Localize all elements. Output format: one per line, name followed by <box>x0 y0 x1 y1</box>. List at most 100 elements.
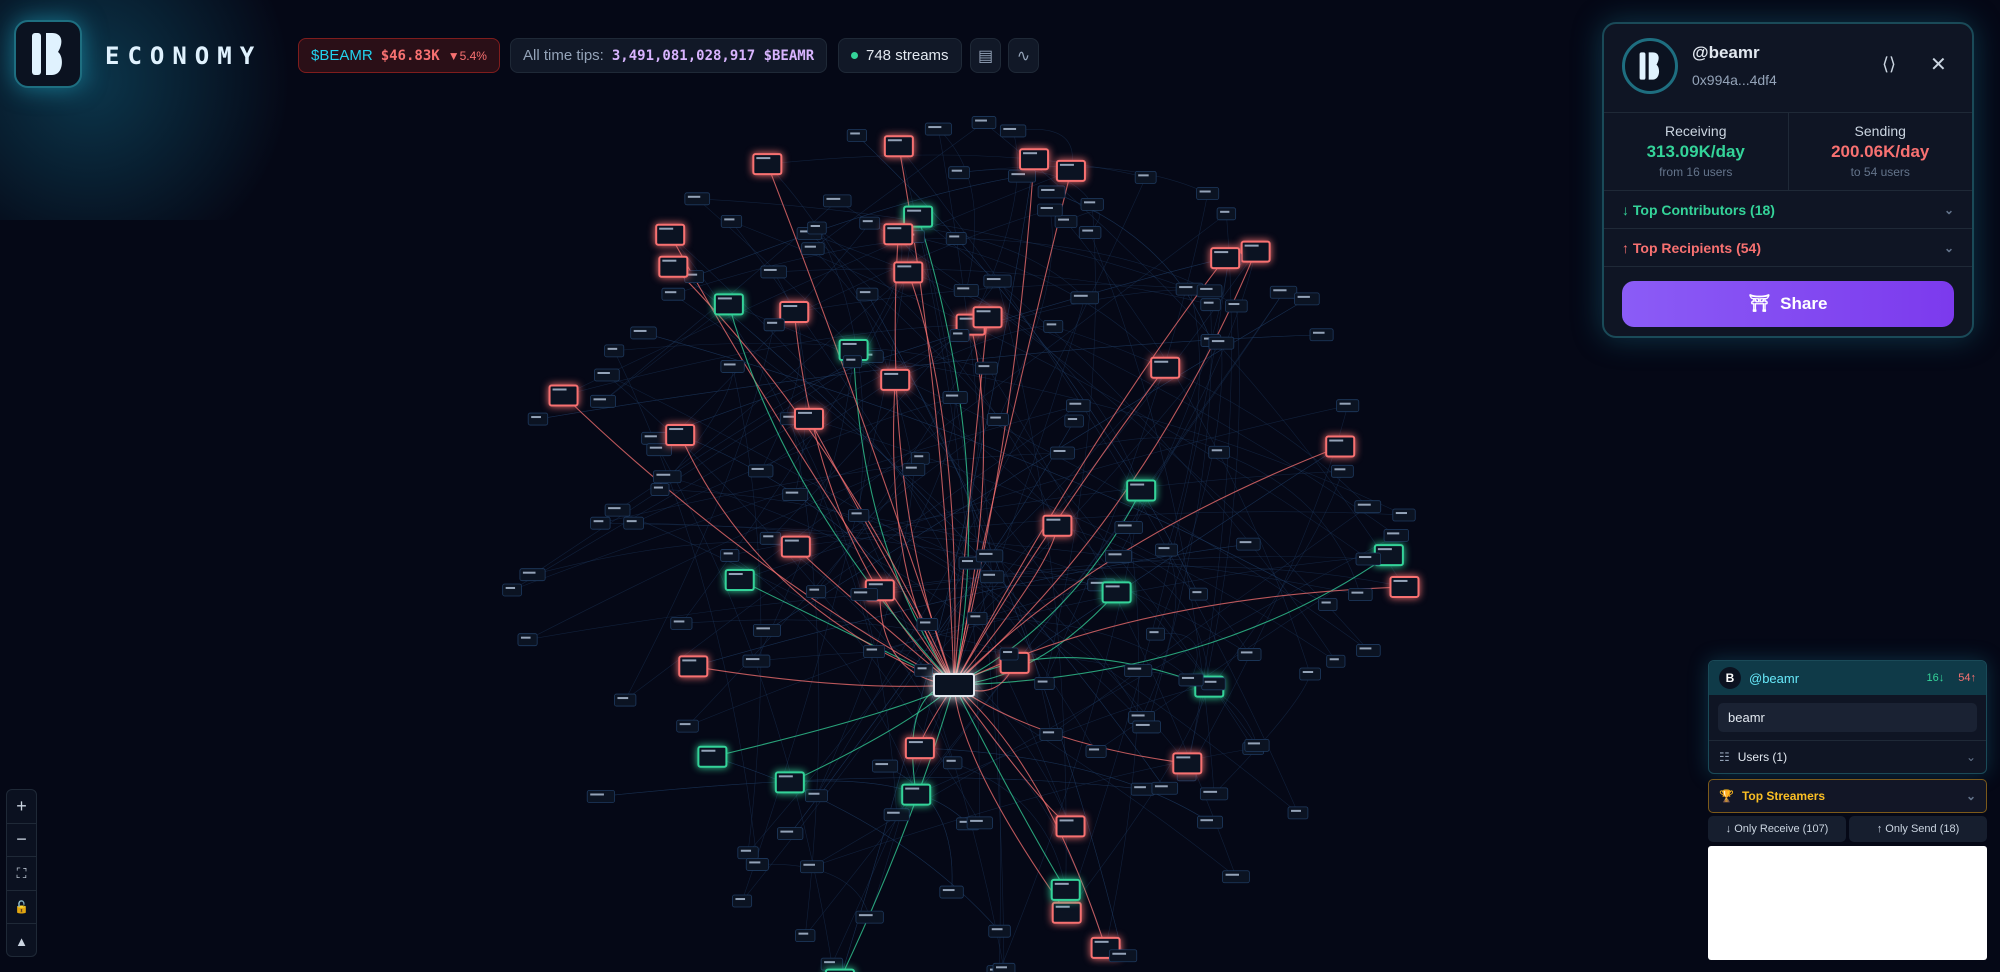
user-node[interactable] <box>1244 739 1270 752</box>
user-node[interactable] <box>975 549 1004 563</box>
user-node[interactable] <box>971 116 997 129</box>
user-node[interactable] <box>517 633 538 647</box>
user-node[interactable] <box>720 360 745 373</box>
user-node[interactable] <box>590 394 616 408</box>
only-send-button[interactable]: ↑ Only Send (18) <box>1849 816 1987 842</box>
user-node[interactable] <box>1392 508 1416 522</box>
user-node[interactable] <box>650 483 670 496</box>
user-node[interactable] <box>1085 745 1107 758</box>
user-node[interactable] <box>1318 598 1338 611</box>
user-node[interactable] <box>1070 291 1099 305</box>
user-node[interactable] <box>966 816 993 830</box>
user-node[interactable] <box>1108 949 1138 963</box>
results-list[interactable] <box>1708 846 1987 960</box>
user-node[interactable] <box>824 968 855 972</box>
user-node[interactable] <box>519 568 546 582</box>
user-node[interactable] <box>1354 500 1382 514</box>
user-node[interactable] <box>590 516 611 530</box>
share-icon[interactable]: ⟨⟩ <box>1882 54 1897 74</box>
top-streamers-toggle[interactable]: 🏆 Top Streamers ⌄ <box>1708 779 1987 813</box>
user-node[interactable] <box>745 858 769 871</box>
user-node[interactable] <box>942 391 968 404</box>
only-receive-button[interactable]: ↓ Only Receive (107) <box>1708 816 1846 842</box>
user-node[interactable] <box>752 623 781 637</box>
user-node[interactable] <box>1146 627 1166 641</box>
token-price-pill[interactable]: $BEAMR $46.83K ▼5.4% <box>298 38 500 73</box>
user-node[interactable] <box>1132 720 1161 734</box>
user-node[interactable] <box>945 232 967 245</box>
user-node[interactable] <box>820 957 844 971</box>
user-node[interactable] <box>684 192 711 206</box>
user-node[interactable] <box>1356 644 1381 657</box>
user-node[interactable] <box>1064 414 1084 428</box>
user-node[interactable] <box>763 318 785 332</box>
selected-user-row[interactable]: B @beamr 16↓ 54↑ <box>1709 661 1986 695</box>
user-node[interactable] <box>1080 197 1104 211</box>
user-node[interactable] <box>948 166 970 180</box>
user-node[interactable] <box>641 431 667 445</box>
user-node[interactable] <box>1222 870 1250 884</box>
user-node[interactable] <box>1054 215 1078 229</box>
user-node[interactable] <box>527 412 549 426</box>
activity-button[interactable]: ∿ <box>1008 38 1039 73</box>
user-node[interactable] <box>846 129 867 142</box>
user-node[interactable] <box>737 846 759 860</box>
user-node[interactable] <box>1383 528 1409 542</box>
top-recipients-toggle[interactable]: ↑ Top Recipients (54) ⌄ <box>1604 228 1972 266</box>
user-node[interactable] <box>630 326 657 340</box>
share-button[interactable]: ⛩ Share <box>1622 281 1954 327</box>
user-node[interactable] <box>670 617 693 630</box>
user-node[interactable] <box>916 618 939 631</box>
user-node[interactable] <box>1037 185 1066 199</box>
user-node[interactable] <box>1124 664 1153 678</box>
logo[interactable] <box>14 20 82 88</box>
user-node[interactable] <box>943 756 963 770</box>
user-node[interactable] <box>623 516 644 530</box>
user-node[interactable] <box>986 413 1009 426</box>
user-node[interactable] <box>676 719 699 733</box>
user-node[interactable] <box>1216 207 1237 221</box>
close-icon[interactable]: ✕ <box>1930 54 1947 76</box>
top-contributors-toggle[interactable]: ↓ Top Contributors (18) ⌄ <box>1604 190 1972 228</box>
user-node[interactable] <box>1208 445 1230 459</box>
user-node[interactable] <box>1299 667 1321 681</box>
lock-icon[interactable]: 🔓 <box>7 891 36 925</box>
user-node[interactable] <box>604 503 631 517</box>
user-node[interactable] <box>1050 446 1075 460</box>
user-node[interactable] <box>742 654 771 668</box>
user-node[interactable] <box>720 549 740 562</box>
user-node[interactable] <box>1199 787 1229 801</box>
user-node[interactable] <box>782 488 809 502</box>
user-node[interactable] <box>1039 727 1063 741</box>
user-node[interactable] <box>1309 328 1334 342</box>
user-node[interactable] <box>1196 187 1220 200</box>
user-node[interactable] <box>759 531 782 545</box>
user-node[interactable] <box>953 283 979 297</box>
user-node[interactable] <box>855 910 884 924</box>
user-node[interactable] <box>1151 781 1179 795</box>
user-node[interactable] <box>1208 336 1235 350</box>
user-node[interactable] <box>1130 782 1156 796</box>
user-node[interactable] <box>720 214 743 228</box>
user-node[interactable] <box>850 588 878 601</box>
user-node[interactable] <box>967 611 988 625</box>
user-node[interactable] <box>1331 464 1354 478</box>
user-node[interactable] <box>979 570 1005 584</box>
user-node[interactable] <box>502 583 522 597</box>
user-node[interactable] <box>800 860 824 874</box>
user-node[interactable] <box>801 242 825 256</box>
user-node[interactable] <box>1201 677 1226 691</box>
user-node[interactable] <box>939 885 964 899</box>
user-node[interactable] <box>760 265 787 279</box>
bell-icon[interactable]: ▲ <box>15 933 28 949</box>
user-node[interactable] <box>975 361 998 375</box>
user-node[interactable] <box>1336 399 1360 413</box>
user-node[interactable] <box>999 124 1027 138</box>
user-node[interactable] <box>1114 521 1143 534</box>
user-node[interactable] <box>1178 673 1204 687</box>
user-node[interactable] <box>604 344 625 358</box>
document-button[interactable]: ▤ <box>970 38 1001 73</box>
user-node[interactable] <box>924 122 952 136</box>
user-node[interactable] <box>1200 298 1221 312</box>
